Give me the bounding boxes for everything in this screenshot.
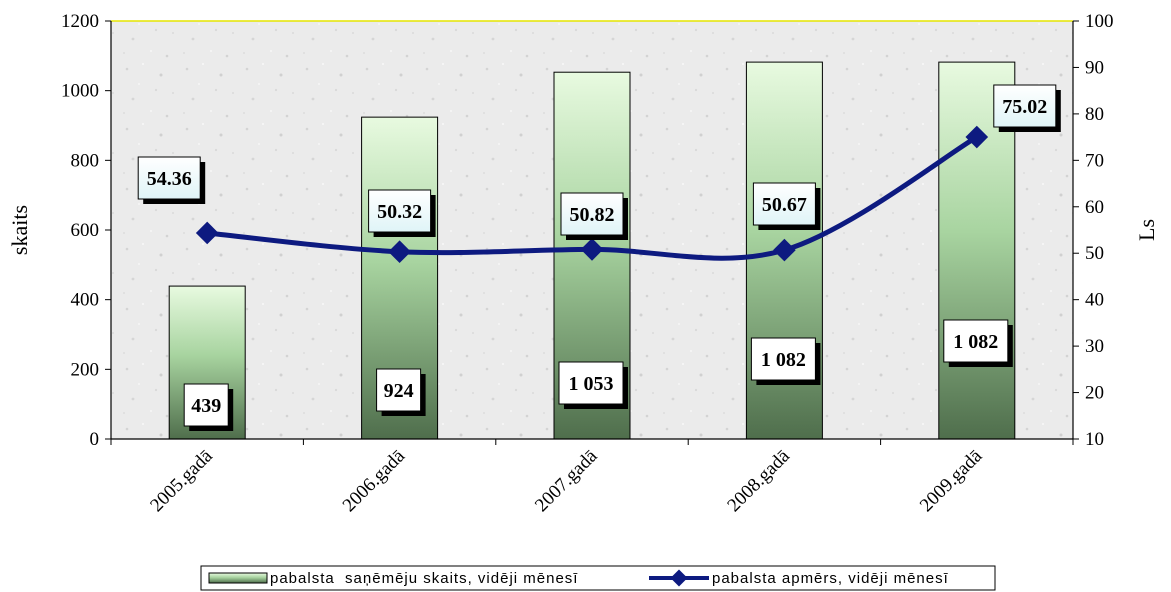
right-tick-label: 100 — [1085, 11, 1114, 32]
bar-data-label: 439 — [183, 383, 234, 431]
right-tick-label: 60 — [1085, 197, 1104, 218]
data-label-text: 50.82 — [570, 204, 615, 226]
data-label-box — [376, 368, 422, 412]
right-axis-ticks: 10 20 30 40 50 60 70 80 90 100 — [1073, 11, 1114, 450]
line-data-label: 50.82 — [560, 192, 628, 240]
x-tick-label: 2007.gadā — [531, 445, 602, 516]
data-label-box — [560, 192, 624, 236]
left-tick-label: 0 — [90, 429, 100, 450]
legend-item-line: pabalsta apmērs, vidēji mēnesī — [649, 569, 949, 587]
right-tick-label: 50 — [1085, 243, 1104, 264]
data-label-text: 75.02 — [1002, 96, 1047, 118]
data-label-box — [368, 189, 432, 233]
bar-data-label: 1 053 — [558, 361, 628, 409]
left-tick-label: 1000 — [61, 81, 99, 102]
line-data-labels: 54.36 50.32 50.82 50.67 75.02 — [137, 84, 1061, 240]
left-tick-label: 400 — [71, 290, 100, 311]
legend-label-line: pabalsta apmērs, vidēji mēnesī — [712, 570, 949, 587]
bar-data-label: 1 082 — [750, 337, 821, 385]
bar-data-labels: 439 924 1 053 1 082 1 082 — [183, 319, 1013, 431]
left-tick-label: 600 — [71, 220, 100, 241]
y-axis-title: skaits — [7, 205, 32, 255]
x-tick-label: 2008.gadā — [723, 445, 794, 516]
right-tick-label: 90 — [1085, 57, 1104, 78]
bar-data-label: 924 — [376, 368, 426, 416]
data-label-box — [993, 84, 1057, 128]
legend-item-bar: pabalsta saņēmēju skaits, vidēji mēnesī — [208, 570, 578, 587]
right-tick-label: 80 — [1085, 104, 1104, 125]
legend-label-bar: pabalsta saņēmēju skaits, vidēji mēnesī — [270, 570, 578, 587]
data-label-text: 439 — [191, 395, 221, 417]
right-tick-label: 30 — [1085, 336, 1104, 357]
x-tick-label: 2005.gadā — [146, 445, 217, 516]
data-label-box — [750, 337, 816, 381]
y2-axis-title: Ls — [1134, 219, 1159, 241]
x-tick-label: 2006.gadā — [339, 445, 410, 516]
left-tick-label: 800 — [71, 150, 100, 171]
legend-swatch-bar — [208, 572, 268, 584]
right-tick-label: 70 — [1085, 150, 1104, 171]
line-data-label: 50.32 — [368, 189, 436, 237]
x-tick-label: 2009.gadā — [916, 445, 987, 516]
line-data-label: 50.67 — [752, 182, 821, 230]
x-axis-ticks: 2005.gadā 2006.gadā 2007.gadā 2008.gadā 2009… — [110, 439, 1074, 516]
data-label-text: 1 082 — [953, 331, 998, 353]
data-label-text: 50.67 — [762, 194, 807, 216]
data-label-text: 1 053 — [569, 373, 614, 395]
data-label-box — [183, 383, 229, 427]
right-tick-label: 20 — [1085, 383, 1104, 404]
data-label-box — [137, 156, 201, 200]
legend: pabalsta saņēmēju skaits, vidēji mēnesī … — [200, 565, 996, 591]
right-tick-label: 40 — [1085, 290, 1104, 311]
data-label-text: 1 082 — [761, 349, 806, 371]
legend-box — [200, 565, 996, 591]
data-label-box — [943, 319, 1009, 363]
data-label-box — [558, 361, 624, 405]
line-data-label: 54.36 — [137, 156, 206, 204]
data-label-text: 50.32 — [377, 201, 422, 223]
right-tick-label: 10 — [1085, 429, 1104, 450]
line-data-label: 75.02 — [993, 84, 1061, 132]
data-label-box — [752, 182, 816, 226]
bar-data-label: 1 082 — [943, 319, 1013, 367]
data-label-text: 924 — [384, 380, 414, 402]
left-axis-ticks: 0 200 400 600 800 1000 1200 — [61, 11, 111, 450]
left-tick-label: 200 — [71, 359, 100, 380]
legend-swatch-marker — [670, 569, 688, 587]
data-label-text: 54.36 — [147, 168, 192, 190]
left-tick-label: 1200 — [61, 11, 99, 32]
